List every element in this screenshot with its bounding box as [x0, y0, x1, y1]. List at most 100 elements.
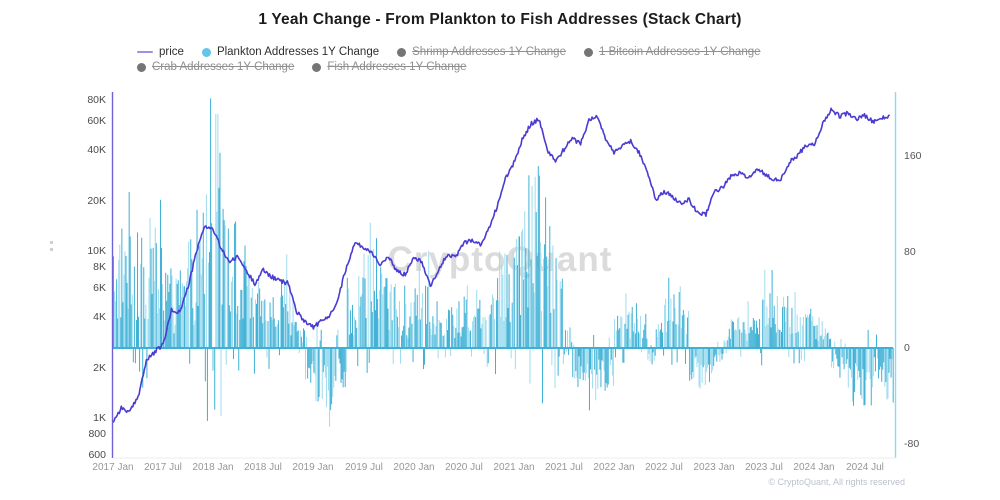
plankton-bar	[223, 220, 225, 348]
plankton-bar	[874, 348, 876, 372]
plankton-bar	[649, 348, 651, 362]
plankton-bar	[253, 348, 255, 374]
plankton-bar	[511, 302, 513, 348]
plankton-bar	[760, 348, 762, 354]
x-axis-label: 2018 Jul	[244, 462, 282, 473]
plankton-bar	[587, 348, 589, 379]
legend-item-fish-addresses-1y-change[interactable]: Fish Addresses 1Y Change	[312, 61, 467, 73]
plankton-bar	[881, 348, 883, 382]
plankton-bar	[161, 248, 163, 348]
plankton-bar	[359, 306, 361, 348]
plankton-bar	[535, 212, 537, 348]
legend-item-crab-addresses-1y-change[interactable]: Crab Addresses 1Y Change	[137, 61, 294, 73]
page-title: 1 Yeah Change - From Plankton to Fish Ad…	[258, 11, 742, 28]
plankton-bar	[322, 348, 324, 373]
x-axis-label: 2019 Jan	[292, 462, 334, 473]
plankton-bar	[501, 264, 503, 348]
plankton-bar	[483, 348, 485, 355]
plankton-bar	[636, 318, 638, 348]
plankton-bar	[700, 348, 702, 365]
plankton-bar	[167, 274, 169, 348]
plankton-bar	[584, 348, 586, 381]
plankton-bar	[441, 335, 443, 348]
plankton-bar	[859, 348, 861, 378]
plankton-bar	[288, 323, 290, 348]
plankton-bar	[317, 348, 319, 402]
plankton-bar	[318, 348, 320, 398]
plankton-bar	[770, 327, 772, 348]
plankton-bar	[416, 294, 418, 348]
plankton-bar	[809, 314, 811, 348]
plankton-bar	[484, 316, 486, 348]
plankton-bar	[751, 330, 753, 348]
plankton-bar	[798, 348, 800, 364]
plankton-bar	[577, 348, 579, 387]
plankton-bar	[436, 301, 438, 348]
plankton-bar	[866, 348, 868, 373]
plankton-bar	[555, 258, 557, 348]
plankton-bar	[563, 348, 565, 355]
plankton-bar	[529, 348, 531, 384]
plankton-bar	[422, 348, 424, 369]
plankton-bar	[430, 328, 432, 348]
plankton-bar	[389, 292, 391, 348]
plankton-bar	[227, 228, 229, 348]
plankton-bar	[753, 320, 755, 348]
plankton-bar	[849, 348, 851, 370]
plankton-bar	[492, 297, 494, 348]
plankton-bar	[228, 305, 230, 348]
plankton-bar	[187, 268, 189, 348]
plankton-bar	[343, 348, 345, 372]
x-axis-label: 2019 Jul	[345, 462, 383, 473]
legend: price Plankton Addresses 1Y Change Shrimp …	[137, 46, 887, 73]
plankton-bar	[812, 316, 814, 348]
plankton-bar	[472, 321, 474, 348]
legend-item-1-bitcoin-addresses-1y-change[interactable]: 1 Bitcoin Addresses 1Y Change	[583, 46, 761, 58]
plankton-bar	[149, 217, 151, 348]
plankton-bar	[667, 321, 669, 348]
plankton-bar	[543, 258, 545, 348]
plankton-bar	[367, 255, 369, 348]
plankton-bar	[611, 348, 613, 376]
plankton-bar	[451, 307, 453, 348]
plankton-bar	[299, 330, 301, 348]
plankton-bar	[626, 328, 628, 348]
plankton-bar	[564, 330, 566, 348]
plankton-bar	[765, 326, 767, 348]
plankton-bar	[431, 335, 433, 348]
legend-dot-icon	[201, 47, 211, 57]
plankton-bar	[799, 317, 801, 348]
legend-dot-icon	[583, 47, 593, 57]
plankton-bar	[688, 310, 690, 348]
plankton-bar	[277, 320, 279, 348]
y-axis-label-left: 40K	[87, 144, 106, 156]
plankton-bar	[391, 320, 393, 348]
plankton-bar	[447, 329, 448, 348]
legend-item-plankton-addresses-1y-change[interactable]: Plankton Addresses 1Y Change	[201, 46, 379, 58]
plankton-bar	[713, 348, 715, 367]
legend-item-price[interactable]: price	[137, 46, 184, 58]
plankton-bar	[239, 319, 241, 348]
plankton-bar	[373, 290, 375, 348]
plankton-bar	[645, 313, 647, 348]
plankton-bar	[267, 321, 269, 348]
plankton-bar	[212, 348, 214, 371]
plankton-bar	[631, 307, 633, 348]
plankton-bar	[552, 245, 554, 348]
y-axis-label-right: 160	[904, 150, 922, 162]
plankton-bar	[500, 316, 502, 348]
plankton-bar	[154, 227, 156, 348]
plankton-bar	[522, 229, 524, 348]
plankton-bar	[358, 276, 360, 348]
plankton-bar	[831, 348, 833, 368]
legend-item-shrimp-addresses-1y-change[interactable]: Shrimp Addresses 1Y Change	[397, 46, 566, 58]
plankton-bar	[728, 328, 730, 348]
plankton-bar	[269, 302, 271, 348]
plankton-bar	[328, 348, 330, 391]
plankton-bar	[885, 348, 887, 383]
plankton-bar	[772, 317, 774, 348]
plankton-bar	[207, 262, 209, 348]
plankton-bar	[159, 199, 161, 348]
